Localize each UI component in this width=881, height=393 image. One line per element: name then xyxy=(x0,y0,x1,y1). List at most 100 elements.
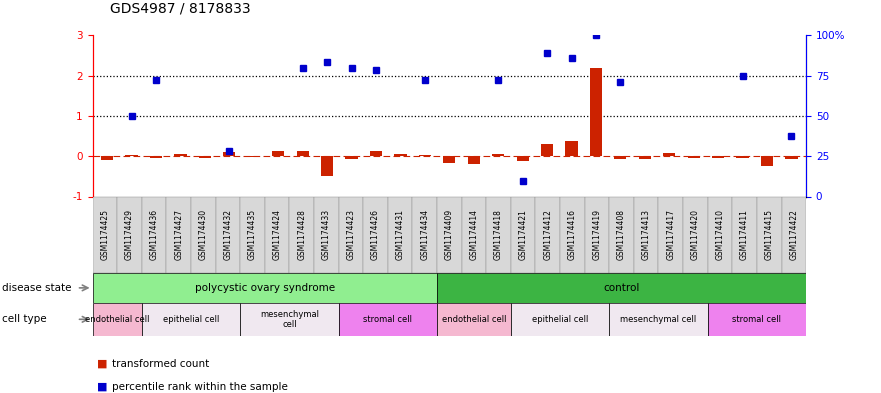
Text: mesenchymal
cell: mesenchymal cell xyxy=(260,310,319,329)
Bar xyxy=(418,155,431,156)
Bar xyxy=(536,196,560,273)
Bar xyxy=(370,151,382,156)
Text: GSM1174416: GSM1174416 xyxy=(568,209,577,260)
Bar xyxy=(633,196,658,273)
Text: GSM1174408: GSM1174408 xyxy=(617,209,626,260)
Bar xyxy=(289,196,314,273)
Text: ■: ■ xyxy=(97,358,107,369)
Text: GSM1174418: GSM1174418 xyxy=(494,209,503,260)
Text: GSM1174427: GSM1174427 xyxy=(174,209,183,260)
Bar xyxy=(395,154,406,156)
Bar xyxy=(437,273,806,303)
Bar xyxy=(363,196,388,273)
Bar xyxy=(437,303,511,336)
Bar xyxy=(560,196,585,273)
Bar xyxy=(150,156,162,158)
Text: GSM1174428: GSM1174428 xyxy=(297,209,307,260)
Text: GSM1174426: GSM1174426 xyxy=(371,209,380,260)
Bar xyxy=(314,196,338,273)
Bar xyxy=(412,196,437,273)
Bar xyxy=(757,196,781,273)
Bar xyxy=(125,154,137,156)
Bar xyxy=(117,196,142,273)
Bar xyxy=(590,68,602,156)
Bar xyxy=(199,156,211,158)
Text: polycystic ovary syndrome: polycystic ovary syndrome xyxy=(195,283,335,293)
Bar xyxy=(610,303,707,336)
Text: GSM1174433: GSM1174433 xyxy=(322,209,330,261)
Bar xyxy=(93,196,117,273)
Bar xyxy=(511,303,610,336)
Text: GSM1174434: GSM1174434 xyxy=(420,209,429,261)
Text: GSM1174423: GSM1174423 xyxy=(346,209,355,260)
Bar xyxy=(338,303,437,336)
Bar xyxy=(516,156,529,162)
Text: GSM1174412: GSM1174412 xyxy=(544,209,552,260)
Bar xyxy=(297,151,308,156)
Text: GSM1174422: GSM1174422 xyxy=(789,209,798,260)
Bar xyxy=(272,151,285,156)
Bar xyxy=(712,156,724,158)
Text: GSM1174424: GSM1174424 xyxy=(272,209,282,260)
Text: stromal cell: stromal cell xyxy=(363,315,412,324)
Bar xyxy=(468,156,480,164)
Text: GSM1174425: GSM1174425 xyxy=(100,209,109,260)
Text: GSM1174435: GSM1174435 xyxy=(248,209,257,261)
Text: GSM1174436: GSM1174436 xyxy=(150,209,159,261)
Bar xyxy=(321,156,333,176)
Text: epithelial cell: epithelial cell xyxy=(163,315,219,324)
Bar xyxy=(241,303,338,336)
Bar xyxy=(101,156,114,160)
Bar xyxy=(663,153,676,156)
Bar xyxy=(707,196,732,273)
Bar xyxy=(93,303,142,336)
Text: control: control xyxy=(603,283,640,293)
Bar xyxy=(658,196,683,273)
Text: disease state: disease state xyxy=(2,283,71,293)
Text: GSM1174420: GSM1174420 xyxy=(691,209,700,260)
Bar xyxy=(687,156,700,158)
Bar xyxy=(737,156,749,158)
Text: GSM1174411: GSM1174411 xyxy=(740,209,749,260)
Bar xyxy=(732,196,757,273)
Bar xyxy=(707,303,806,336)
Text: GSM1174429: GSM1174429 xyxy=(125,209,134,260)
Bar xyxy=(639,156,651,159)
Bar xyxy=(265,196,289,273)
Bar xyxy=(511,196,536,273)
Bar xyxy=(437,196,462,273)
Text: GSM1174413: GSM1174413 xyxy=(641,209,651,260)
Text: mesenchymal cell: mesenchymal cell xyxy=(620,315,697,324)
Bar xyxy=(541,144,553,156)
Text: GSM1174415: GSM1174415 xyxy=(765,209,774,260)
Text: epithelial cell: epithelial cell xyxy=(532,315,589,324)
Bar xyxy=(142,303,241,336)
Bar xyxy=(492,154,504,156)
Bar xyxy=(614,156,626,160)
Text: GSM1174409: GSM1174409 xyxy=(445,209,454,261)
Bar xyxy=(761,156,774,166)
Text: GSM1174417: GSM1174417 xyxy=(666,209,675,260)
Text: ■: ■ xyxy=(97,382,107,392)
Bar xyxy=(462,196,486,273)
Bar xyxy=(167,196,191,273)
Text: endothelial cell: endothelial cell xyxy=(85,315,150,324)
Bar xyxy=(781,196,806,273)
Bar xyxy=(443,156,455,163)
Bar xyxy=(785,156,797,159)
Text: GSM1174414: GSM1174414 xyxy=(470,209,478,260)
Text: GDS4987 / 8178833: GDS4987 / 8178833 xyxy=(110,2,251,16)
Bar xyxy=(248,156,260,158)
Bar xyxy=(388,196,412,273)
Bar xyxy=(191,196,216,273)
Bar xyxy=(345,156,358,160)
Bar xyxy=(338,196,363,273)
Bar xyxy=(486,196,511,273)
Text: GSM1174419: GSM1174419 xyxy=(592,209,602,260)
Bar xyxy=(174,154,187,156)
Text: endothelial cell: endothelial cell xyxy=(441,315,507,324)
Text: GSM1174410: GSM1174410 xyxy=(715,209,724,260)
Text: percentile rank within the sample: percentile rank within the sample xyxy=(112,382,288,392)
Text: cell type: cell type xyxy=(2,314,47,324)
Bar xyxy=(241,196,265,273)
